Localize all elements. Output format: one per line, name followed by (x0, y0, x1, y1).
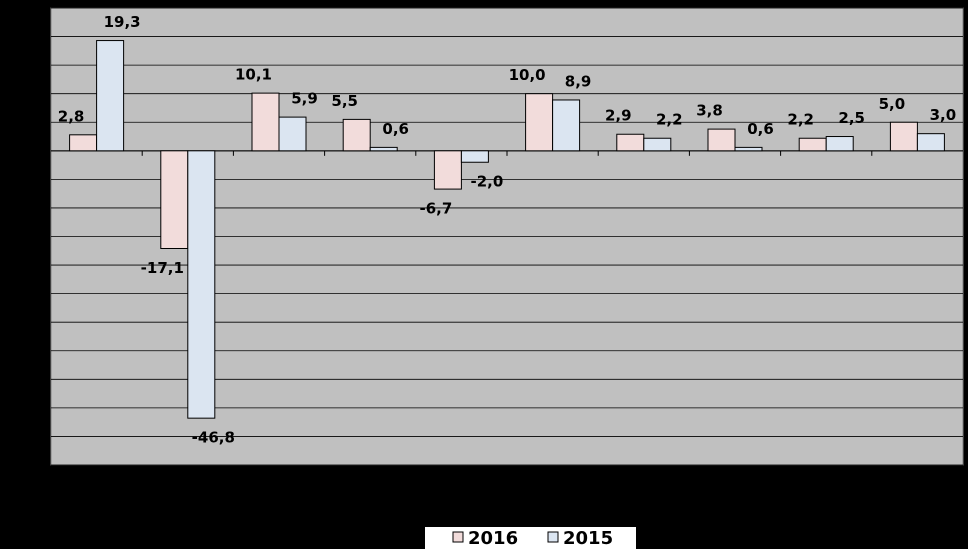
value-label: 2,2 (787, 111, 814, 129)
value-label: 10,1 (235, 66, 272, 84)
value-label: -46,8 (192, 429, 235, 447)
bar (187, 150, 216, 419)
bar (525, 93, 554, 152)
bar (369, 146, 398, 152)
bar (552, 99, 581, 152)
legend-box (425, 527, 636, 549)
value-label: 5,0 (879, 95, 906, 113)
value-label: 0,6 (382, 120, 409, 138)
bar (707, 128, 736, 152)
legend-label: 2015 (563, 528, 613, 549)
bar (342, 118, 371, 152)
bar (616, 133, 645, 152)
bar (643, 137, 672, 152)
value-label: 5,5 (331, 92, 358, 110)
value-label: 2,8 (58, 107, 85, 125)
value-label: 3,8 (696, 102, 723, 120)
legend-swatch (547, 531, 559, 543)
bar (889, 121, 918, 152)
value-label: 2,9 (605, 107, 632, 125)
bar (825, 136, 854, 152)
value-label: 3,0 (930, 106, 957, 124)
value-label: -17,1 (141, 259, 184, 277)
value-label: 0,6 (747, 120, 774, 138)
value-label: 19,3 (104, 13, 141, 31)
bar (916, 133, 945, 152)
value-label: 5,9 (291, 90, 318, 108)
bar (251, 92, 280, 152)
bar (734, 146, 763, 152)
value-label: 10,0 (509, 66, 546, 84)
legend-swatch (452, 531, 464, 543)
value-label: 2,5 (838, 109, 865, 127)
bar (460, 150, 489, 163)
bar (278, 116, 307, 152)
bar (433, 150, 462, 190)
legend: 2016 2015 (425, 527, 636, 549)
value-label: 8,9 (565, 72, 592, 90)
value-label: 2,2 (656, 111, 683, 129)
legend-label: 2016 (468, 528, 518, 549)
bar (96, 40, 125, 152)
value-label: -2,0 (470, 173, 503, 191)
value-label: -6,7 (419, 200, 452, 218)
bar (798, 137, 827, 152)
bar (69, 134, 98, 152)
bar (160, 150, 189, 249)
